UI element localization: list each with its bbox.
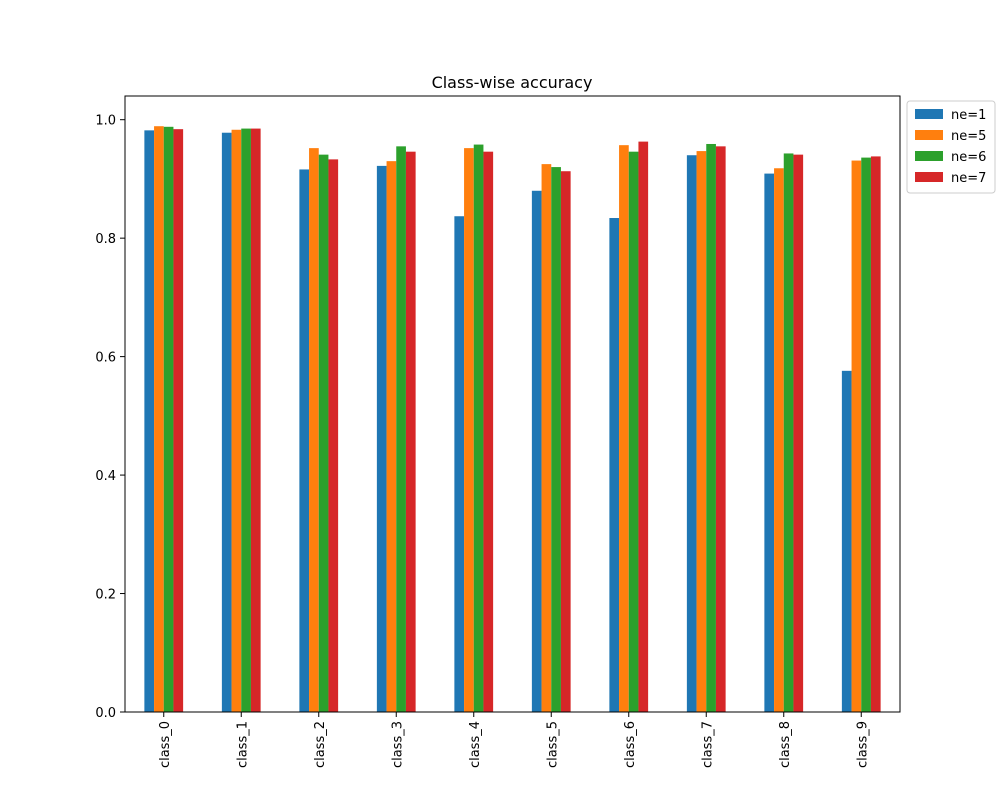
bar-ne1-class_9 — [841, 370, 852, 712]
bar-ne1-class_3 — [376, 165, 387, 712]
bar-ne5-class_8 — [774, 168, 784, 712]
bar-ne6-class_8 — [783, 153, 794, 712]
bar-ne1-class_2 — [299, 169, 310, 712]
x-tick-label: class_0 — [158, 721, 173, 768]
x-tick-label: class_2 — [313, 721, 328, 768]
y-tick-label: 0.2 — [95, 588, 116, 603]
x-tick-label: class_6 — [623, 721, 638, 768]
bar-ne6-class_4 — [473, 144, 484, 713]
bar-ne7-class_4 — [483, 151, 494, 712]
bar-ne6-class_3 — [396, 146, 406, 712]
bar-ne5-class_5 — [541, 164, 552, 713]
bar-ne6-class_9 — [861, 157, 871, 713]
bar-ne6-class_1 — [241, 128, 251, 713]
x-tick-label: class_8 — [778, 721, 793, 768]
x-axis: class_0 class_1 class_2 class_3 class_4 class… — [158, 712, 870, 768]
bar-ne7-class_7 — [715, 146, 726, 712]
bar-ne7-class_0 — [173, 129, 184, 712]
legend-entry: ne=7 — [951, 171, 986, 186]
bar-ne1-class_6 — [609, 218, 620, 712]
bar-ne7-class_5 — [560, 171, 571, 712]
x-tick-label: class_1 — [235, 721, 250, 768]
y-tick-label: 0.6 — [95, 351, 116, 366]
bar-ne5-class_0 — [154, 126, 164, 712]
bar-ne7-class_6 — [638, 141, 649, 713]
bar-ne6-class_0 — [163, 126, 174, 713]
bar-ne7-class_8 — [793, 154, 804, 713]
bar-ne5-class_9 — [851, 160, 862, 713]
legend-swatch — [915, 130, 943, 140]
bar-ne5-class_4 — [464, 148, 474, 713]
legend-swatch — [915, 151, 943, 161]
bar-ne1-class_8 — [764, 173, 775, 713]
bar-ne6-class_5 — [551, 167, 561, 713]
bar-ne1-class_4 — [454, 216, 465, 712]
bar-ne5-class_6 — [619, 145, 629, 712]
bar-ne5-class_3 — [386, 161, 397, 713]
bar-ne7-class_3 — [405, 151, 416, 712]
y-tick-label: 1.0 — [95, 114, 116, 129]
legend-entry: ne=6 — [951, 150, 986, 165]
x-tick-label: class_4 — [468, 721, 483, 768]
bar-ne5-class_7 — [696, 151, 707, 713]
legend-box — [906, 100, 996, 194]
bar-ne6-class_7 — [706, 143, 716, 712]
legend-swatch — [915, 172, 943, 182]
bar-ne7-class_9 — [870, 156, 881, 712]
legend-swatch — [915, 109, 943, 119]
x-tick-label: class_7 — [700, 721, 715, 768]
legend-entry: ne=1 — [951, 108, 986, 123]
bar-ne7-class_1 — [250, 128, 261, 713]
y-tick-label: 0.0 — [95, 706, 116, 721]
x-tick-label: class_3 — [390, 721, 405, 768]
x-tick-label: class_9 — [855, 721, 870, 768]
y-axis: 0.0 0.2 0.4 0.6 0.8 1.0 — [95, 114, 125, 721]
bar-ne1-class_5 — [531, 190, 542, 712]
legend: ne=1 ne=5 ne=6 ne=7 — [906, 100, 996, 194]
bar-ne1-class_7 — [686, 155, 697, 712]
bar-ne6-class_6 — [628, 151, 639, 712]
bar-ne7-class_2 — [328, 159, 339, 712]
bar-ne6-class_2 — [318, 154, 329, 713]
bar-ne1-class_0 — [144, 130, 155, 712]
y-tick-label: 0.8 — [95, 232, 116, 247]
bar-ne5-class_2 — [309, 148, 319, 713]
legend-entry: ne=5 — [951, 129, 986, 144]
bar-ne1-class_1 — [221, 132, 232, 712]
plot-area — [124, 95, 901, 713]
plot-frame — [124, 95, 901, 713]
x-tick-label: class_5 — [545, 721, 560, 768]
chart-title: Class-wise accuracy — [432, 73, 593, 92]
y-tick-label: 0.4 — [95, 469, 116, 484]
bar-ne5-class_1 — [231, 129, 242, 712]
